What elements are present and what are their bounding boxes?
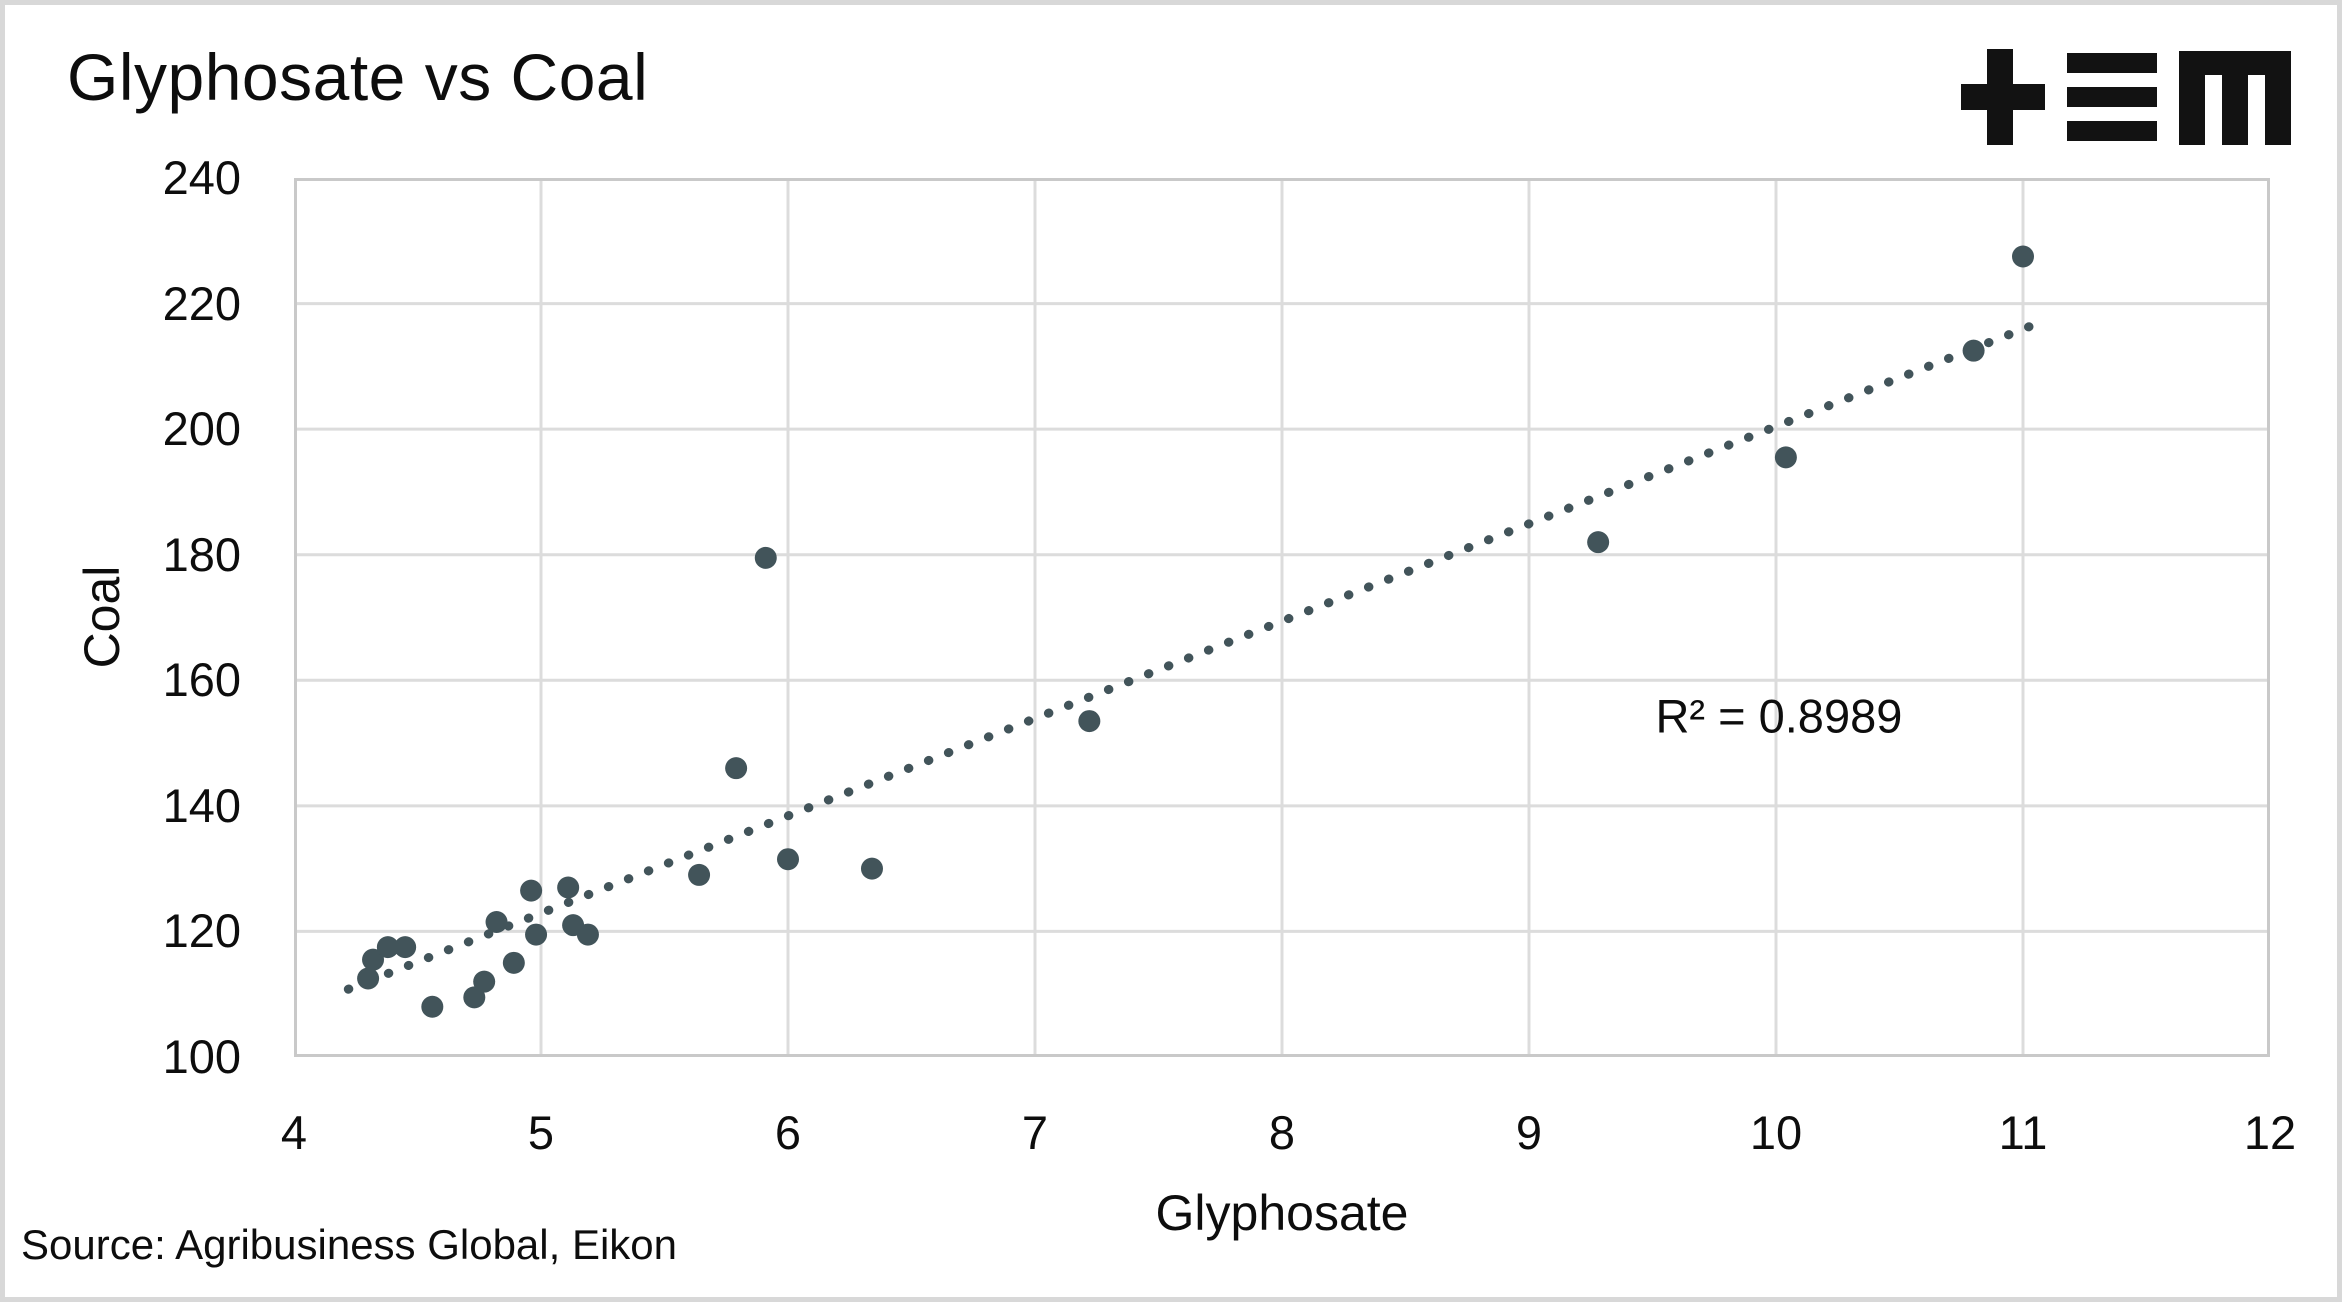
- x-tick-label: 10: [1749, 1106, 1803, 1159]
- y-tick-label: 220: [162, 276, 241, 330]
- logo-m-leg-2: [2222, 51, 2248, 145]
- data-point: [777, 848, 799, 871]
- x-tick-label: 8: [1268, 1106, 1296, 1159]
- data-point: [421, 995, 444, 1018]
- y-tick-label: 160: [162, 653, 241, 707]
- logo-bar-1: [2067, 53, 2157, 73]
- data-point: [376, 936, 399, 959]
- data-point: [362, 948, 385, 971]
- x-axis-title: Glyphosate: [1155, 1185, 1409, 1241]
- x-tick-label: 7: [1021, 1106, 1049, 1159]
- plot-border: [294, 178, 2270, 1057]
- data-point: [754, 546, 777, 569]
- data-point: [2012, 245, 2034, 268]
- x-tick-label: 6: [774, 1106, 802, 1159]
- data-point: [502, 951, 525, 974]
- x-tick-label: 9: [1515, 1106, 1543, 1159]
- data-point: [725, 757, 748, 780]
- tem-logo: [1961, 49, 2291, 145]
- x-tick-label: 5: [527, 1106, 555, 1159]
- data-point: [1774, 446, 1797, 469]
- x-tick-label: 12: [2243, 1106, 2297, 1159]
- y-axis-title: Coal: [74, 565, 130, 669]
- tem-logo-graphic: [1961, 49, 2291, 145]
- data-point: [394, 936, 417, 959]
- data-point: [557, 876, 580, 899]
- y-tick-label: 140: [162, 778, 241, 832]
- x-tick-label: 4: [280, 1106, 308, 1159]
- data-point: [1078, 710, 1101, 733]
- y-tick-label: 120: [162, 904, 241, 958]
- chart-title: Glyphosate vs Coal: [67, 40, 649, 114]
- data-point: [1587, 531, 1610, 554]
- data-point: [1962, 339, 1985, 362]
- logo-m-leg-3: [2265, 51, 2291, 145]
- data-point: [525, 923, 548, 946]
- source-note: Source: Agribusiness Global, Eikon: [21, 1221, 678, 1268]
- data-point: [485, 911, 508, 934]
- data-point: [576, 923, 599, 946]
- trendline-dotted: [343, 321, 2035, 994]
- plot-area: R² = 0.8989: [294, 178, 2270, 1057]
- y-tick-label: 180: [162, 527, 241, 581]
- y-tick-label: 240: [162, 151, 241, 204]
- y-tick-label: 100: [162, 1030, 241, 1083]
- logo-m-leg-1: [2179, 51, 2205, 145]
- data-point: [357, 967, 380, 990]
- x-tick-label: 11: [1998, 1106, 2048, 1159]
- r-squared-annotation: R² = 0.8989: [1655, 689, 1903, 743]
- logo-plus-horizontal: [1961, 84, 2045, 110]
- data-point: [463, 986, 486, 1009]
- data-point: [860, 857, 883, 880]
- data-point: [520, 879, 543, 902]
- y-tick-label: 200: [162, 402, 241, 456]
- logo-bar-2: [2067, 87, 2157, 107]
- data-point: [473, 970, 496, 993]
- scatter-plot: [294, 178, 2270, 1057]
- logo-bar-3: [2067, 121, 2157, 141]
- data-point: [688, 863, 711, 886]
